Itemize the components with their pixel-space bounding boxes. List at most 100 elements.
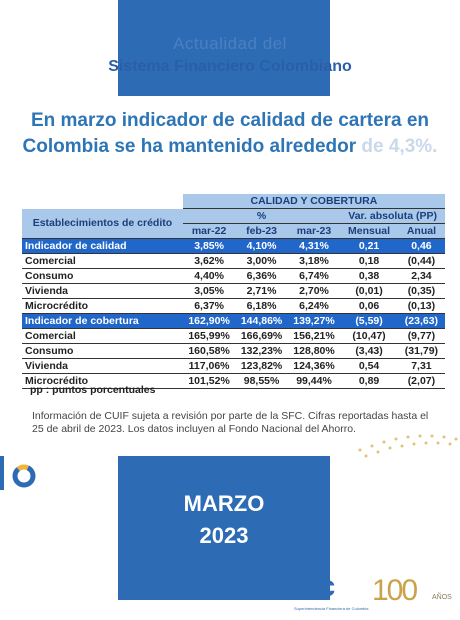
cell: 4,40% <box>182 268 236 284</box>
cell: 101,52% <box>182 373 236 389</box>
cell: 7,31 <box>397 358 445 374</box>
dot-pattern <box>358 434 458 458</box>
cell: (0,01) <box>340 283 398 299</box>
cell: 0,06 <box>340 298 398 314</box>
cell: (3,43) <box>340 343 398 359</box>
header-row: Establecimientos de crédito% Var. absolut… <box>22 208 445 239</box>
cell: 128,80% <box>287 343 341 359</box>
header-row: mar-22 feb-23 mar-23 Mensual Anual <box>22 223 445 239</box>
table-title: CALIDAD Y COBERTURA <box>182 194 445 209</box>
cell: 3,00% <box>235 253 288 269</box>
icon <box>12 464 36 488</box>
cell: 156,21% <box>287 328 341 344</box>
cell: 166,69% <box>235 328 288 344</box>
row-label: Vivienda <box>22 358 183 374</box>
row-label: Comercial <box>22 253 183 269</box>
cell: 124,36% <box>287 358 341 374</box>
cell: 6,24% <box>287 298 341 314</box>
cell: 0,46 <box>397 238 445 254</box>
cell: (31,79) <box>397 343 445 359</box>
cell: 98,55% <box>235 373 288 389</box>
table-row: Consumo 160,58% 132,23% 128,80% (3,43) (31,79… <box>22 343 445 359</box>
header: Actualidad del Sistema Financiero Colomb… <box>60 34 400 76</box>
spacer <box>22 194 183 209</box>
header-row: CALIDAD Y COBERTURA <box>22 194 445 209</box>
period-box <box>118 456 330 600</box>
cell: 123,82% <box>235 358 288 374</box>
header-band <box>118 0 330 96</box>
cell: 6,37% <box>182 298 236 314</box>
cell: 6,36% <box>235 268 288 284</box>
cell: 0,21 <box>340 238 398 254</box>
headline-text: En marzo indicador de calidad de cartera… <box>22 110 430 157</box>
table-row: Vivienda 3,05% 2,71% 2,70% (0,01) (0,35) <box>22 283 445 299</box>
cell: 0,38 <box>340 268 398 284</box>
cell: 160,58% <box>182 343 236 359</box>
column-header: mar-22 <box>182 223 236 239</box>
row-label: Indicador de cobertura <box>22 313 183 329</box>
cell: (5,59) <box>340 313 398 329</box>
cell: 0,54 <box>340 358 398 374</box>
table-row: Vivienda 117,06% 123,82% 124,36% 0,54 7,31 <box>22 358 445 374</box>
cell: 3,05% <box>182 283 236 299</box>
cell: 6,18% <box>235 298 288 314</box>
cell: 2,34 <box>397 268 445 284</box>
logo-years: AÑOS <box>432 594 452 601</box>
cell: (0,13) <box>397 298 445 314</box>
row-label: Consumo <box>22 343 183 359</box>
group-header: Var. absoluta (PP) <box>340 208 445 224</box>
cell: 6,74% <box>287 268 341 284</box>
cell: 162,90% <box>182 313 236 329</box>
period-year: 2023 <box>199 523 249 548</box>
footnote: pp : puntos porcentuales <box>30 384 156 396</box>
side-stripe <box>0 456 4 490</box>
cell: (0,35) <box>397 283 445 299</box>
table-row: Consumo 4,40% 6,36% 6,74% 0,38 2,34 <box>22 268 445 284</box>
column-header: mar-23 <box>287 223 341 239</box>
header-line: Actualidad del <box>173 34 287 53</box>
column-header: Mensual <box>340 223 398 239</box>
cell: 165,99% <box>182 328 236 344</box>
cell: 3,85% <box>182 238 236 254</box>
cell: (23,63) <box>397 313 445 329</box>
cell: 0,89 <box>340 373 398 389</box>
row-label: Vivienda <box>22 283 183 299</box>
section-row: Indicador de calidad 3,85% 4,10% 4,31% 0,21 0… <box>22 238 445 254</box>
headline-faded: de 4,3%. <box>361 136 438 157</box>
column-header: Anual <box>397 223 445 239</box>
cell: 139,27% <box>287 313 341 329</box>
data-table: CALIDAD Y COBERTURA Establecimientos de c… <box>22 194 445 389</box>
cell: 99,44% <box>287 373 341 389</box>
cell: 117,06% <box>182 358 236 374</box>
cell: 0,18 <box>340 253 398 269</box>
period-month: MARZO <box>183 491 265 516</box>
table-row: Comercial 3,62% 3,00% 3,18% 0,18 (0,44) <box>22 253 445 269</box>
row-label: Comercial <box>22 328 183 344</box>
cell: 2,71% <box>235 283 288 299</box>
note: Información de CUIF sujeta a revisión po… <box>32 410 429 435</box>
section-row: Indicador de cobertura 162,90% 144,86% 139,… <box>22 313 445 329</box>
row-label: Consumo <box>22 268 183 284</box>
cell: (9,77) <box>397 328 445 344</box>
table-row: Comercial 165,99% 166,69% 156,21% (10,47) (9,… <box>22 328 445 344</box>
cell: 132,23% <box>235 343 288 359</box>
cell: 4,10% <box>235 238 288 254</box>
group-header: % <box>182 208 341 224</box>
table-row: Microcrédito 6,37% 6,18% 6,24% 0,06 (0,13) <box>22 298 445 314</box>
cell: 3,18% <box>287 253 341 269</box>
cell: (2,07) <box>397 373 445 389</box>
logo-name: sfc <box>292 570 336 603</box>
cell: (0,44) <box>397 253 445 269</box>
cell: 144,86% <box>235 313 288 329</box>
cell: 2,70% <box>287 283 341 299</box>
table-row: Microcrédito 101,52% 98,55% 99,44% 0,89 (2,07… <box>22 373 445 389</box>
row-header: Establecimientos de crédito <box>22 208 183 239</box>
cell: (10,47) <box>340 328 398 344</box>
logo-subtitle: Superintendencia Financiera de Colombia <box>294 606 369 611</box>
row-label: Indicador de calidad <box>22 238 183 254</box>
cell: 3,62% <box>182 253 236 269</box>
row-label: Microcrédito <box>22 373 183 389</box>
row-label: Microcrédito <box>22 298 183 314</box>
column-header: feb-23 <box>235 223 288 239</box>
